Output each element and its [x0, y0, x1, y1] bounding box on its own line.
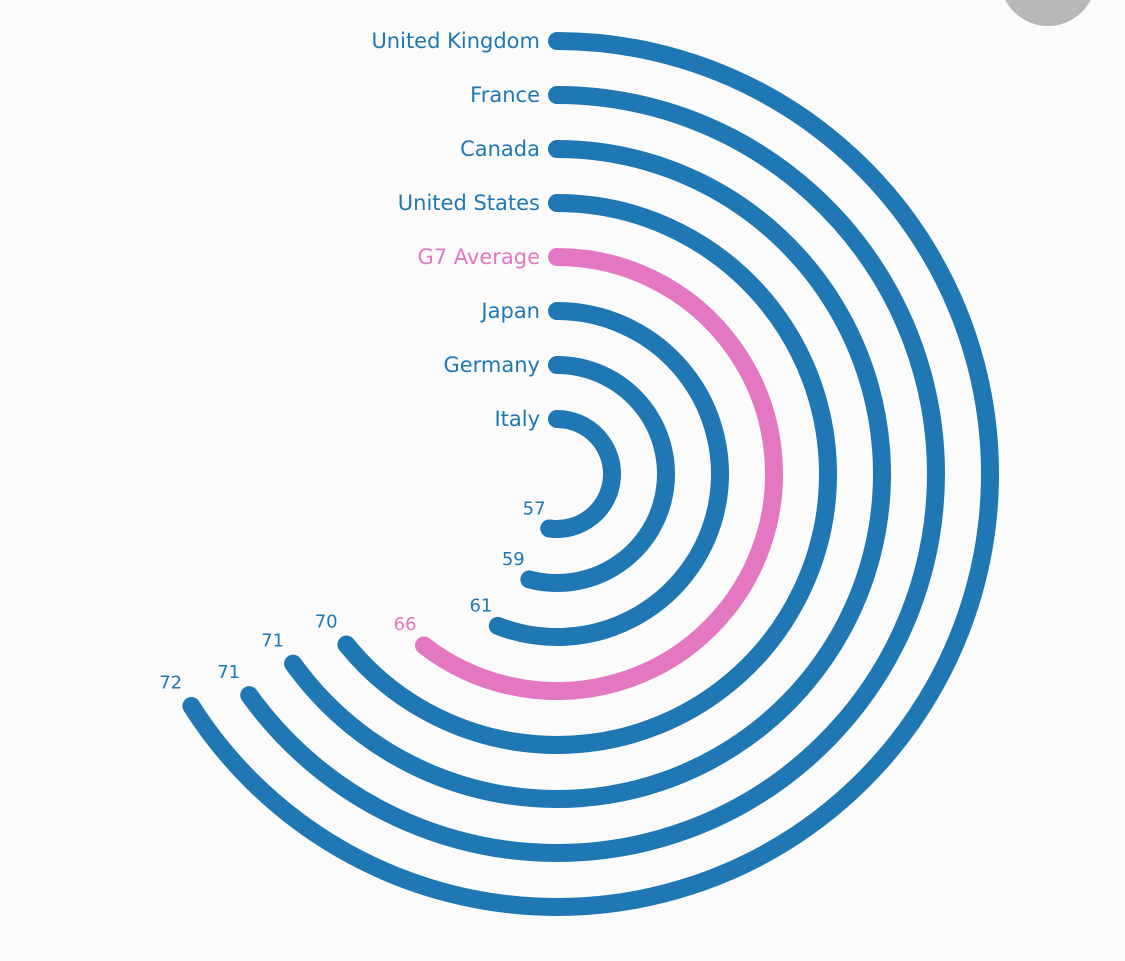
category-label-g7-average: G7 Average — [417, 245, 540, 269]
value-label-g7-average: 66 — [394, 614, 417, 635]
category-labels: United Kingdom France Canada United States G… — [371, 29, 540, 431]
arc-italy — [540, 410, 621, 538]
category-label-united-states: United States — [398, 191, 540, 215]
arc-g7-average — [415, 248, 783, 700]
category-label-canada: Canada — [460, 137, 540, 161]
category-label-germany: Germany — [443, 353, 540, 377]
value-label-germany: 59 — [502, 549, 525, 570]
category-label-italy: Italy — [494, 407, 540, 431]
arc-france — [240, 86, 945, 862]
arc-united-kingdom — [182, 32, 999, 916]
arc-united-states — [337, 194, 837, 754]
arc-germany — [520, 356, 675, 592]
value-label-japan: 61 — [469, 595, 492, 616]
value-label-canada: 71 — [261, 630, 284, 651]
value-labels: 72 71 71 70 66 61 59 57 — [159, 498, 545, 693]
chart-arcs — [182, 32, 999, 916]
value-label-italy: 57 — [523, 498, 546, 519]
arc-canada — [284, 140, 891, 808]
category-label-japan: Japan — [479, 299, 540, 323]
value-label-united-kingdom: 72 — [159, 672, 182, 693]
value-label-united-states: 70 — [315, 612, 338, 633]
category-label-united-kingdom: United Kingdom — [371, 29, 540, 53]
value-label-france: 71 — [217, 662, 240, 683]
category-label-france: France — [470, 83, 540, 107]
arc-japan — [488, 302, 729, 646]
